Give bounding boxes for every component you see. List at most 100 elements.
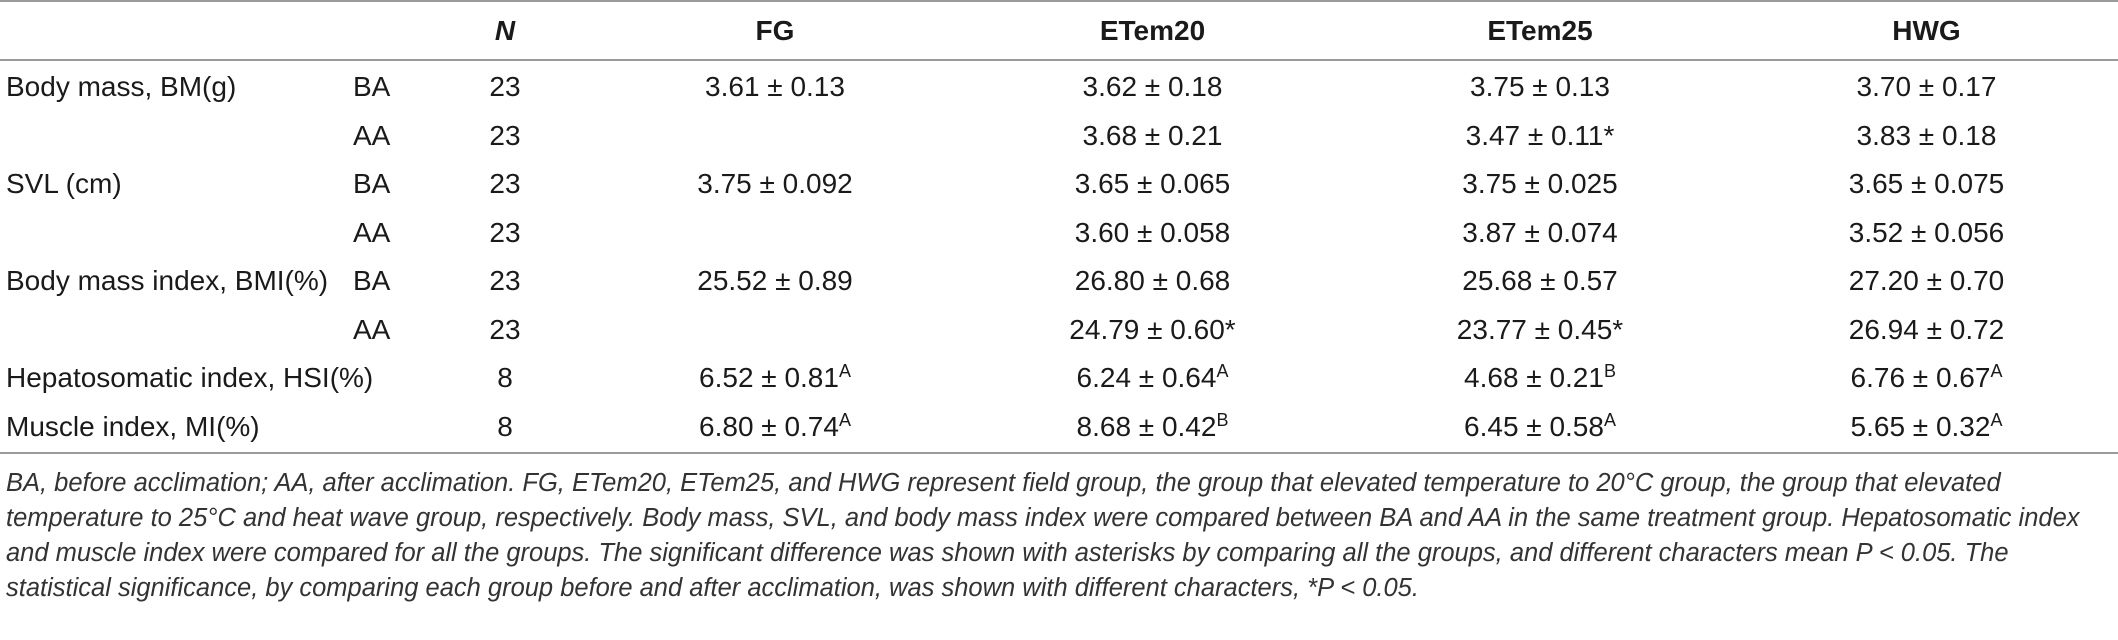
cell-value: 6.80 ± 0.74 [699,410,839,442]
row-label [0,112,345,161]
cell-value: 3.52 ± 0.056 [1848,216,2005,248]
header-label [0,0,345,61]
cell-value: 3.61 ± 0.13 [705,71,845,103]
cell-value: 3.87 ± 0.074 [1462,216,1618,248]
cell-value: 26.80 ± 0.68 [1074,265,1231,297]
cell-superscript: B [1603,361,1616,382]
cell-fg [590,306,960,355]
row-n: 23 [489,216,521,248]
cell-value: 4.68 ± 0.21 [1464,362,1604,394]
cell-etem20: 26.80 ± 0.68 [960,257,1345,306]
cell-hwg: 5.65 ± 0.32A [1735,403,2118,452]
cell-value: 5.65 ± 0.32 [1850,410,1991,442]
cell-value: 24.79 ± 0.60* [1069,313,1236,345]
row-label: Body mass index, BMI(%) [6,265,329,297]
cell-fg: 6.80 ± 0.74A [590,403,960,452]
cell-fg: 3.75 ± 0.092 [590,160,960,209]
row-n: 23 [489,168,521,200]
cell-value: 6.76 ± 0.67 [1850,362,1991,394]
row-n: 23 [489,71,521,103]
cell-etem20: 8.68 ± 0.42B [960,403,1345,452]
table-top-rule [0,0,2118,2]
cell-etem25: 4.68 ± 0.21B [1345,354,1735,403]
cell-fg: 6.52 ± 0.81A [590,354,960,403]
cell-hwg: 26.94 ± 0.72 [1735,306,2118,355]
table-bottom-rule [0,452,2118,454]
cell-value: 6.24 ± 0.64 [1076,362,1217,394]
row-n: 8 [497,362,513,394]
header-etem25: ETem25 [1487,14,1593,46]
row-label: SVL (cm) [6,168,122,200]
cell-value: 23.77 ± 0.45* [1456,313,1624,345]
header-hwg: HWG [1892,14,1961,46]
row-label [0,209,345,258]
cell-value: 26.94 ± 0.72 [1848,313,2005,345]
table-row: AA 23 3.60 ± 0.058 3.87 ± 0.074 3.52 ± 0… [0,209,2118,258]
cell-value: 3.75 ± 0.092 [697,168,853,200]
cell-etem25: 23.77 ± 0.45* [1345,306,1735,355]
cell-value: 3.68 ± 0.21 [1082,119,1223,151]
header-fg: FG [755,14,795,46]
row-stage: AA [353,216,391,248]
table-row: Body mass index, BMI(%) BA 23 25.52 ± 0.… [0,257,2118,306]
row-label: Muscle index, MI(%) [6,410,260,442]
cell-value: 6.45 ± 0.58 [1464,410,1604,442]
cell-superscript: B [1216,409,1229,430]
cell-value: 3.83 ± 0.18 [1856,119,1997,151]
table-row: Hepatosomatic index, HSI(%) 8 6.52 ± 0.8… [0,354,2118,403]
cell-value: 3.62 ± 0.18 [1082,71,1223,103]
cell-fg: 25.52 ± 0.89 [590,257,960,306]
cell-fg: 3.61 ± 0.13 [590,61,960,112]
cell-etem20: 6.24 ± 0.64A [960,354,1345,403]
table-footnote: BA, before acclimation; AA, after acclim… [6,469,2080,602]
header-stage [345,0,420,61]
cell-fg [590,209,960,258]
row-label [0,306,345,355]
cell-value: 3.75 ± 0.13 [1470,71,1610,103]
cell-value: 25.68 ± 0.57 [1462,265,1618,297]
cell-value: 3.47 ± 0.11* [1465,119,1615,151]
row-n: 8 [497,410,513,442]
header-etem20: ETem20 [1099,14,1206,46]
cell-hwg: 3.65 ± 0.075 [1735,160,2118,209]
cell-value: 8.68 ± 0.42 [1076,410,1217,442]
table-row: AA 23 24.79 ± 0.60* 23.77 ± 0.45* 26.94 … [0,306,2118,355]
table-row: Muscle index, MI(%) 8 6.80 ± 0.74A 8.68 … [0,403,2118,452]
cell-hwg: 27.20 ± 0.70 [1735,257,2118,306]
cell-etem25: 3.87 ± 0.074 [1345,209,1735,258]
row-label: Body mass, BM(g) [6,71,237,103]
cell-etem20: 3.60 ± 0.058 [960,209,1345,258]
table-row: Body mass, BM(g) BA 23 3.61 ± 0.13 3.62 … [0,61,2118,112]
cell-superscript: A [1990,361,2003,382]
table-header-rule [0,59,2118,61]
row-stage: BA [353,168,391,200]
row-n: 23 [489,313,521,345]
cell-value: 3.65 ± 0.065 [1074,168,1231,200]
row-label: Hepatosomatic index, HSI(%) [6,362,374,394]
cell-superscript: A [1990,409,2003,430]
cell-value: 3.75 ± 0.025 [1462,168,1618,200]
cell-etem20: 24.79 ± 0.60* [960,306,1345,355]
cell-superscript: A [1216,361,1229,382]
row-n: 23 [489,119,521,151]
cell-value: 27.20 ± 0.70 [1848,265,2005,297]
cell-superscript: A [838,361,851,382]
cell-etem25: 25.68 ± 0.57 [1345,257,1735,306]
cell-superscript: A [1603,409,1616,430]
cell-etem20: 3.68 ± 0.21 [960,112,1345,161]
cell-etem25: 3.75 ± 0.025 [1345,160,1735,209]
cell-etem20: 3.62 ± 0.18 [960,61,1345,112]
data-table: N FG ETem20 ETem25 HWG Body mass, BM(g) … [0,0,2118,452]
cell-hwg: 6.76 ± 0.67A [1735,354,2118,403]
table-row: AA 23 3.68 ± 0.21 3.47 ± 0.11* 3.83 ± 0.… [0,112,2118,161]
cell-etem25: 3.75 ± 0.13 [1345,61,1735,112]
cell-fg [590,112,960,161]
cell-value: 3.70 ± 0.17 [1856,71,1997,103]
row-stage: BA [353,265,391,297]
cell-hwg: 3.70 ± 0.17 [1735,61,2118,112]
cell-hwg: 3.83 ± 0.18 [1735,112,2118,161]
header-n: N [494,14,516,46]
cell-value: 25.52 ± 0.89 [697,265,853,297]
table-header-row: N FG ETem20 ETem25 HWG [0,0,2118,61]
cell-value: 3.60 ± 0.058 [1074,216,1231,248]
